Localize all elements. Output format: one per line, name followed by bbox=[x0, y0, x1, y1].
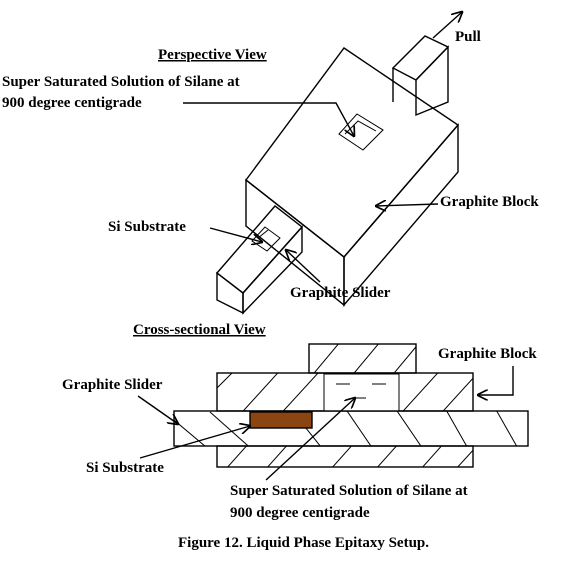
graphite-block-label: Graphite Block bbox=[440, 194, 539, 210]
si-substrate-section bbox=[249, 411, 313, 429]
solution-label-line1: Super Saturated Solution of Silane at bbox=[2, 74, 240, 90]
graphite-slider-label: Graphite Slider bbox=[290, 285, 391, 301]
cs-solution-label-line2: 900 degree centigrade bbox=[230, 505, 370, 521]
cs-si-substrate-label: Si Substrate bbox=[86, 460, 164, 476]
cross-section-view: Cross-sectional View bbox=[62, 322, 537, 521]
block-bottom-section bbox=[216, 445, 474, 468]
perspective-view: Perspective View Pull Super Saturated So… bbox=[2, 12, 539, 315]
cs-solution-label-line1: Super Saturated Solution of Silane at bbox=[230, 483, 468, 499]
cs-graphite-slider-label: Graphite Slider bbox=[62, 377, 163, 393]
cross-section-heading: Cross-sectional View bbox=[133, 322, 266, 338]
cs-graphite-slider-arrow bbox=[137, 395, 178, 424]
solution-leader-arrow bbox=[183, 102, 354, 136]
cs-si-substrate-arrow bbox=[139, 426, 250, 459]
cs-solution-arrow bbox=[265, 398, 355, 481]
cs-graphite-block-label: Graphite Block bbox=[438, 346, 537, 362]
solution-label-line2: 900 degree centigrade bbox=[2, 95, 142, 111]
graphite-slider-arrow bbox=[286, 250, 321, 283]
si-substrate-arrow bbox=[209, 227, 262, 242]
pull-rod bbox=[391, 35, 450, 117]
si-substrate-label: Si Substrate bbox=[108, 219, 186, 235]
block-top-section bbox=[216, 372, 474, 412]
graphite-block-3d bbox=[245, 47, 460, 307]
solution-well-section bbox=[323, 373, 400, 412]
graphite-block-arrow bbox=[376, 204, 439, 206]
pull-arrow bbox=[432, 12, 462, 39]
perspective-heading: Perspective View bbox=[158, 47, 267, 63]
cs-graphite-block-arrow bbox=[478, 366, 514, 395]
figure-caption: Figure 12. Liquid Phase Epitaxy Setup. bbox=[178, 535, 429, 551]
graphite-slider-3d bbox=[215, 205, 304, 315]
pull-label: Pull bbox=[455, 29, 481, 45]
